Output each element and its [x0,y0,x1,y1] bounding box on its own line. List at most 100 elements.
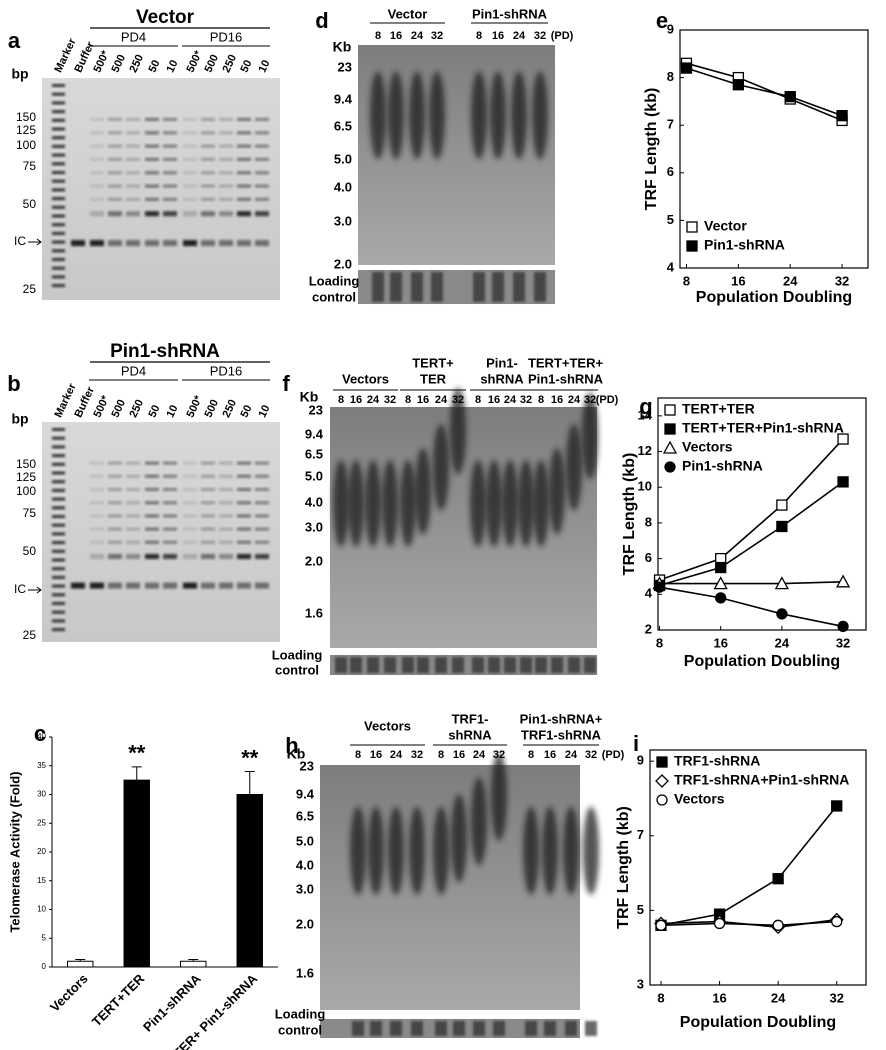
band [219,117,233,121]
band [108,131,122,135]
band [126,197,140,201]
data-point [680,62,693,74]
y-tick-label: 35 [37,761,46,770]
bar [236,794,263,968]
legend-marker [664,461,676,473]
marker-band [52,171,65,174]
marker-band [52,480,65,484]
telomere-smear [532,71,548,160]
y-axis-label: TRF Length (kb) [643,88,660,211]
y-tick-label: 5 [637,902,644,917]
lane-label: 16 [551,394,563,406]
band [90,184,104,188]
y-tick-label: 0 [42,962,47,971]
telomere-smear [370,71,386,160]
legend-label: Vector [704,218,747,234]
panel-label: e [656,8,668,33]
band [237,157,251,161]
legend-label: TRF1-shRNA [674,753,760,769]
size-label: 9.4 [296,786,315,801]
band [219,171,233,175]
loading-band [384,657,396,673]
band [255,131,269,135]
ic-band [90,240,104,247]
ic-band [255,582,269,589]
telomere-smear [333,460,349,547]
panel-label: c [34,721,46,746]
x-axis-label: Population Doubling [684,653,840,670]
telomere-smear [433,423,449,511]
size-label: 9.4 [305,426,324,441]
band [237,461,251,465]
size-label: IC [14,582,26,596]
band [126,488,140,491]
lane-label: 50 [146,58,162,74]
band [219,144,233,148]
marker-band [52,214,65,218]
band [219,488,233,491]
y-tick-label: 6 [645,550,652,565]
band [145,197,159,201]
marker-band [52,610,65,614]
size-label: 3.0 [305,519,323,534]
band [108,171,122,175]
band [145,144,159,148]
band [108,554,122,559]
band [237,514,251,518]
telomere-smear [433,806,449,895]
band [163,157,177,161]
lane-label: 16 [492,30,504,42]
band [183,474,197,478]
band [201,211,215,217]
telomere-smear [533,460,549,547]
lane-label: 250 [220,398,239,420]
x-tick-label: 24 [775,635,790,650]
marker-band [52,532,65,536]
error-bar [244,771,255,795]
loading-band [431,272,443,302]
x-axis-label: Population Doubling [696,289,852,306]
band [108,117,122,121]
size-label: 50 [23,197,37,211]
telomere-smear [518,460,534,547]
bar [123,779,150,968]
telomere-smear [348,460,364,547]
telomere-smear [471,71,487,160]
band [108,144,122,148]
control-label: control [278,1022,322,1037]
telomere-smear [451,794,467,883]
loading-band [411,272,423,302]
band [201,131,215,135]
marker-band [52,488,65,492]
loading-band [370,1021,382,1036]
band [90,474,104,478]
band [255,501,269,505]
marker-band [52,127,65,131]
lane-label: 50 [238,58,254,74]
loading-band [534,272,546,302]
band [163,184,177,188]
band [201,461,215,465]
group-label: Pin1- [486,355,518,370]
x-tick-label: 16 [712,990,726,1005]
band [183,488,197,491]
data-point [776,608,788,620]
size-label: 23 [338,59,352,74]
band [255,171,269,175]
band [163,211,177,217]
marker-band [52,205,65,209]
lane-label: 8 [405,394,411,406]
panel-label: f [282,371,290,396]
lane-label: 32 [452,394,464,406]
loading-band [488,657,500,673]
band [145,211,159,217]
lane-label: 32 [520,394,532,406]
band [237,197,251,201]
lane-label: 24 [565,749,578,761]
marker-band [52,153,65,157]
size-label: 4.0 [334,179,352,194]
band [219,527,233,531]
series-line [659,586,844,628]
lane-label: 10 [164,403,180,419]
